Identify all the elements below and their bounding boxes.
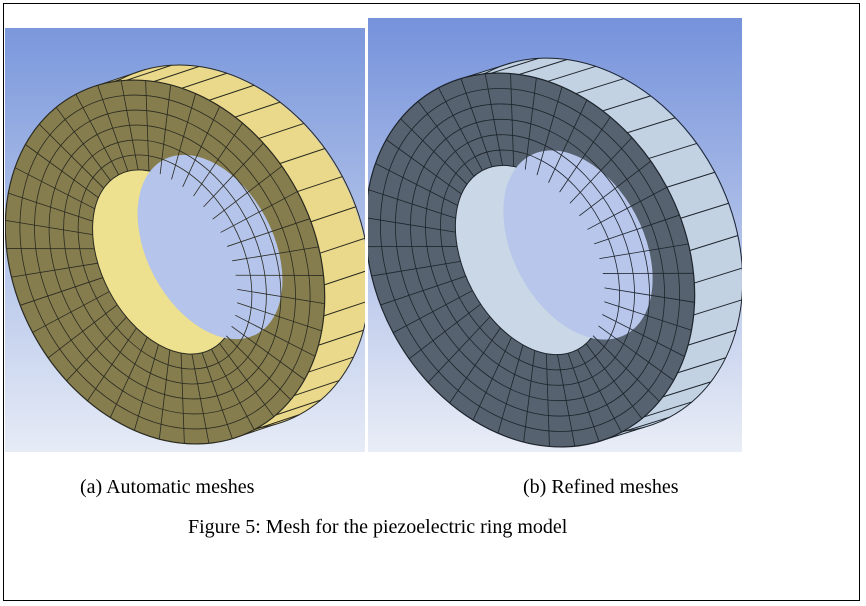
- panel-a-image: [0, 9, 432, 500]
- panel-b-label: (b) Refined meshes: [523, 476, 679, 499]
- figure-caption: Figure 5: Mesh for the piezoelectric rin…: [188, 516, 567, 539]
- page: {"figure": { "panels": [ {"label": "(a) …: [0, 0, 866, 606]
- panel-a-label: (a) Automatic meshes: [80, 476, 254, 499]
- panel-b-image: [302, 0, 807, 505]
